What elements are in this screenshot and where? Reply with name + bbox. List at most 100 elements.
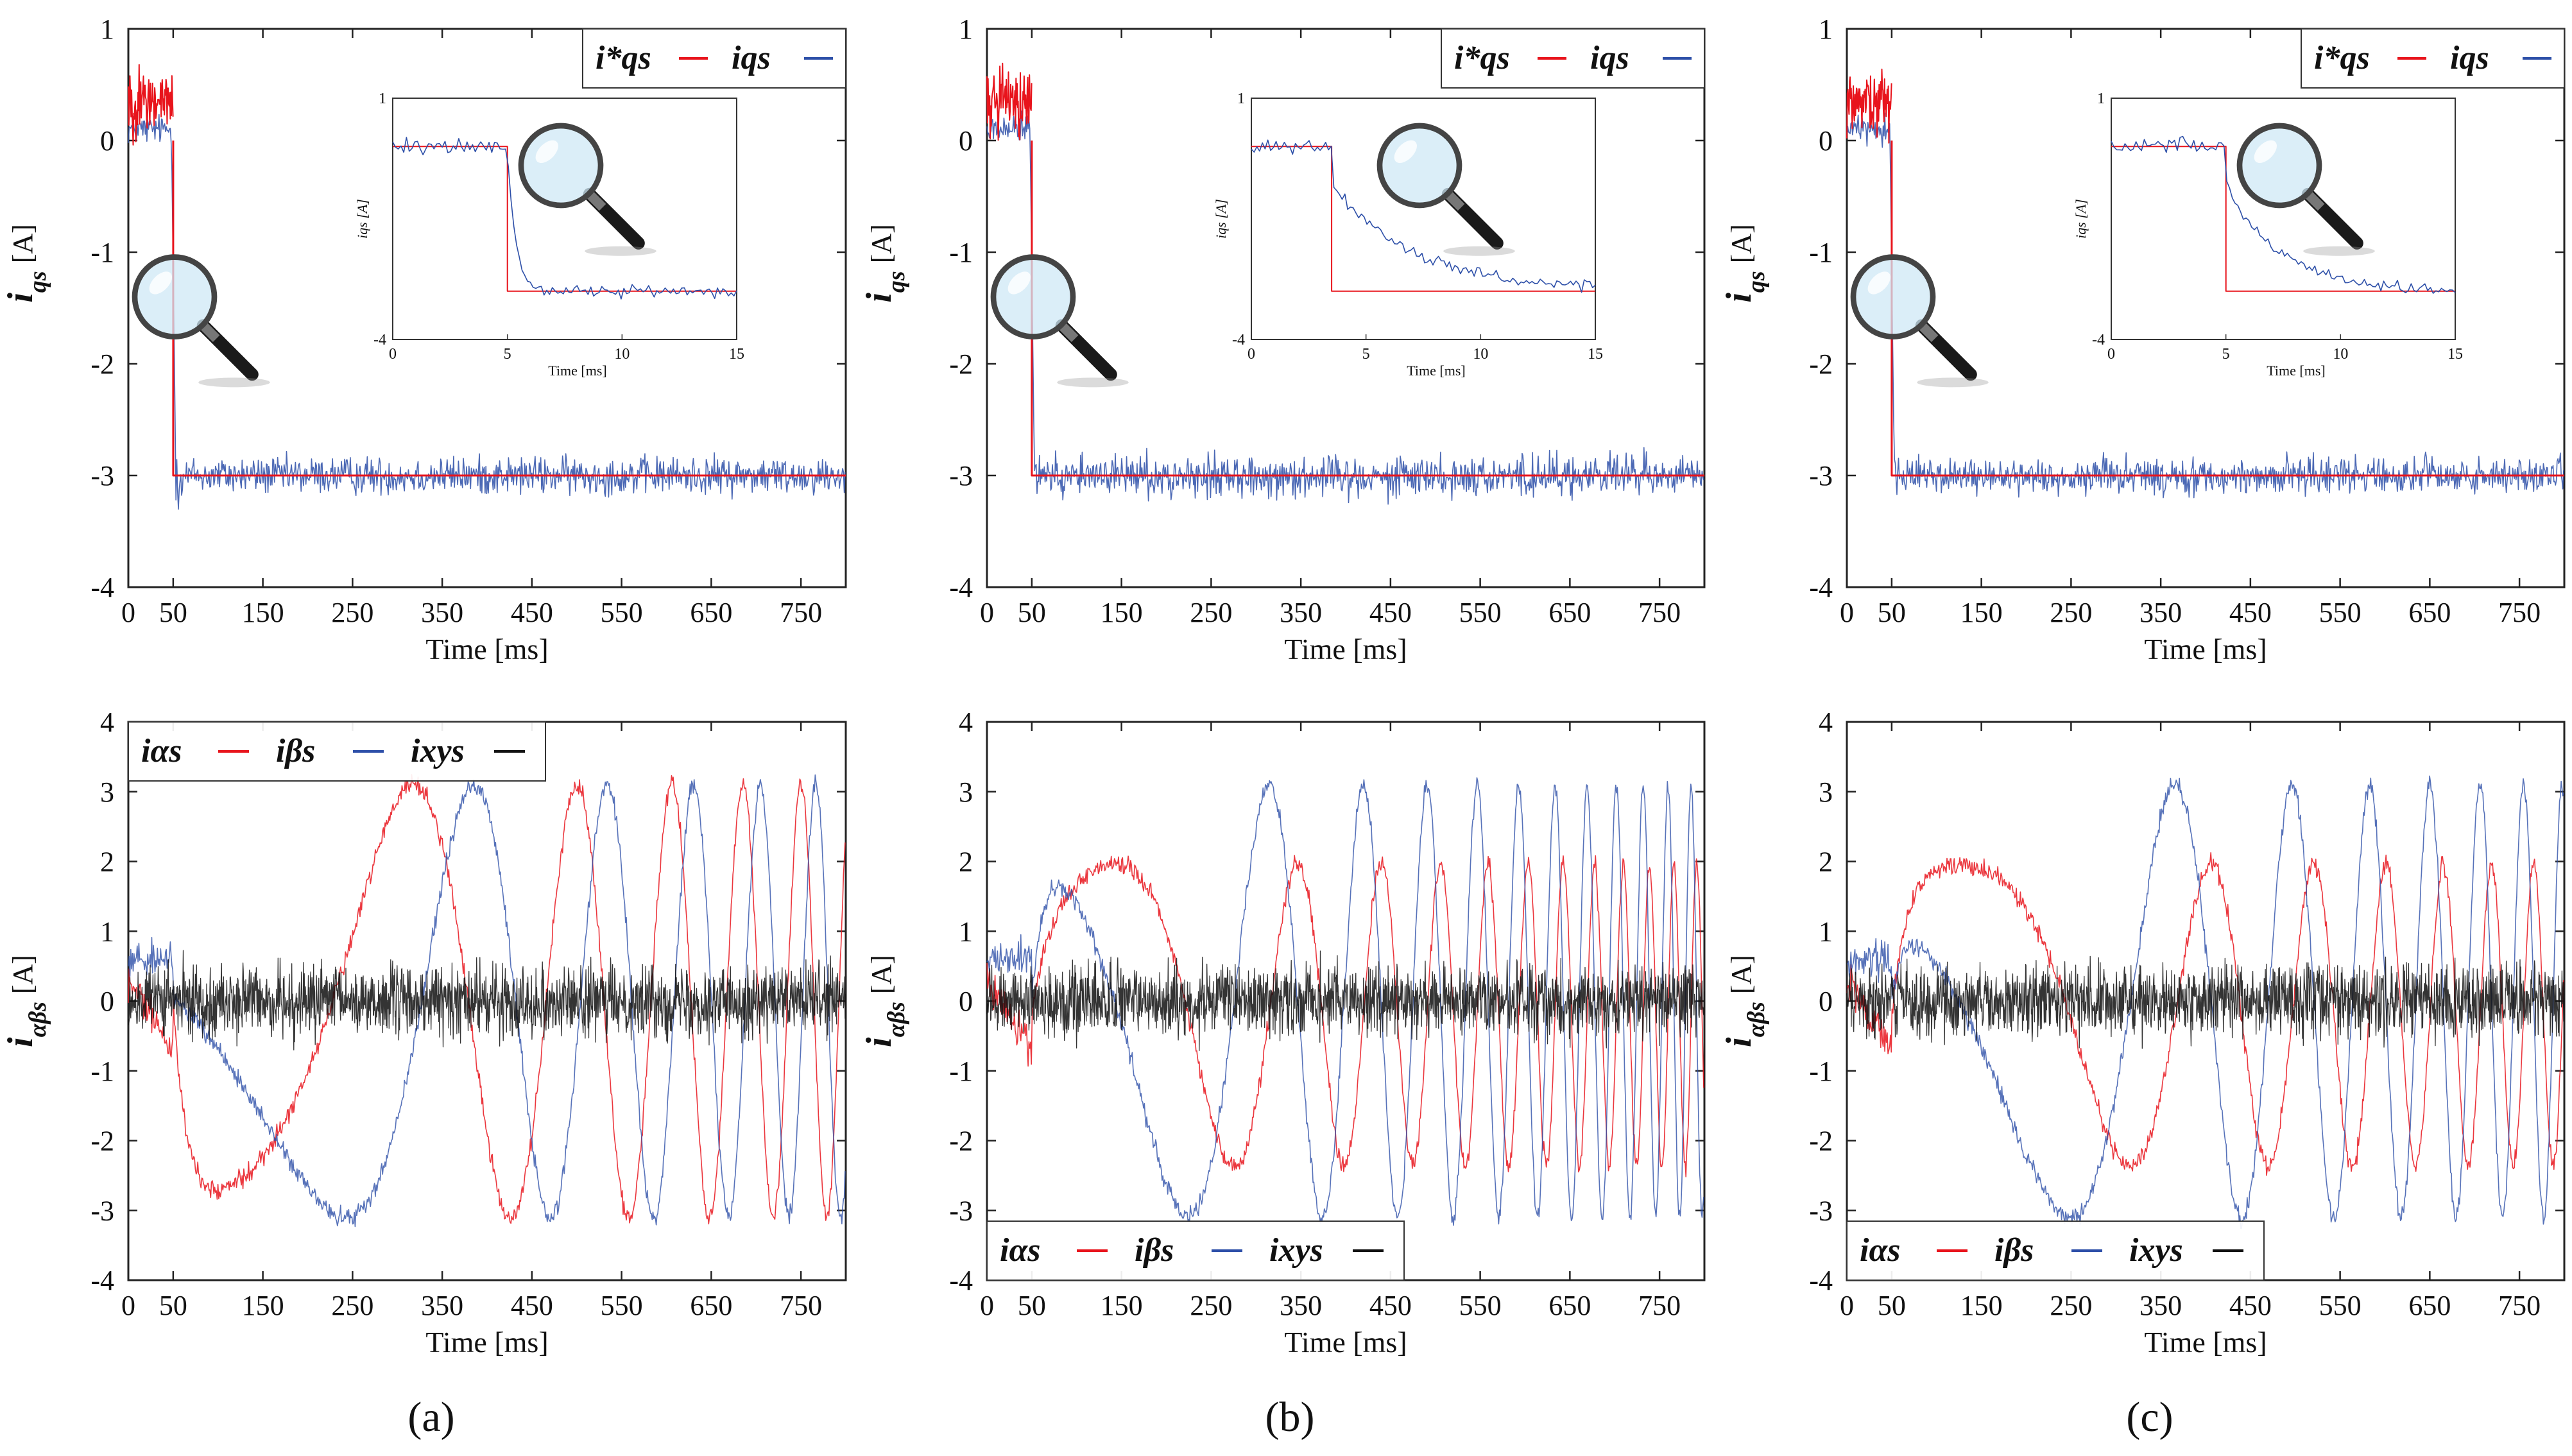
y-tick-label: 0 (959, 125, 973, 157)
x-tick-label: 650 (690, 597, 732, 628)
magnifier-glare (1007, 271, 1031, 295)
iqs-ref-noise (986, 62, 1033, 141)
inset-x-tick-label: 15 (729, 346, 744, 363)
x-axis-label: Time [ms] (1284, 633, 1407, 665)
ylabel-sub: αβs (1743, 1002, 1770, 1037)
x-tick-label: 450 (2229, 597, 2272, 628)
x-tick-label: 350 (421, 597, 463, 628)
inset-x-label: Time [ms] (2267, 363, 2325, 379)
ylabel-unit: [A] (866, 224, 897, 263)
legend-label-alpha: iαs (141, 733, 182, 769)
inset-x-label: Time [ms] (548, 363, 606, 379)
legend: iαs iβs ixys (1846, 1220, 2265, 1281)
x-tick-label: 650 (1548, 1290, 1591, 1321)
x-tick-label: 150 (1960, 1290, 2003, 1321)
magnifier-glare (1394, 140, 1417, 163)
x-tick-label: 50 (1018, 597, 1046, 628)
y-tick-label: -4 (1809, 572, 1833, 603)
y-tick-label: 2 (959, 846, 973, 878)
x-tick-label: 250 (331, 597, 373, 628)
x-tick-label: 450 (511, 597, 553, 628)
inset-ref-line (2111, 146, 2455, 292)
c-top-plot-frame (1846, 28, 2566, 588)
x-axis-label: Time [ms] (2144, 1326, 2267, 1358)
y-tick-label: -4 (1809, 1265, 1833, 1296)
inset-x-tick-label: 10 (2333, 346, 2348, 363)
x-tick-label: 750 (780, 1290, 822, 1321)
y-axis-label: iqs [A] (1719, 224, 1770, 302)
ylabel-sub: qs (883, 271, 910, 293)
y-tick-label: 2 (100, 846, 114, 878)
x-tick-label: 650 (2408, 1290, 2451, 1321)
iqs-ref-series-line (1890, 141, 2564, 477)
y-axis-label: iαβs [A] (859, 955, 910, 1047)
inset-zoom: 0 5 10 15 1 -4 Time [ms] iqs [A] (2073, 90, 2463, 379)
x-tick-label: 350 (1280, 597, 1322, 628)
ylabel-sub: αβs (883, 1002, 910, 1037)
ylabel-sub: qs (1743, 271, 1770, 293)
x-tick-label: 650 (2408, 597, 2451, 628)
inset-x-tick-label: 10 (614, 346, 630, 363)
legend: i*qs iqs (582, 28, 846, 89)
legend-box (128, 721, 546, 782)
legend: iαs iβs ixys (128, 721, 546, 782)
y-tick-label: -3 (90, 1195, 114, 1226)
x-tick-label: 0 (121, 597, 135, 628)
inset-x-label: Time [ms] (1407, 363, 1465, 379)
legend-label-beta: iβs (1135, 1232, 1174, 1269)
x-tick-label: 450 (1369, 597, 1412, 628)
x-tick-label: 0 (980, 1290, 994, 1321)
magnifier-glare (1867, 271, 1890, 295)
legend-label-ref: i*qs (596, 40, 651, 76)
x-tick-label: 450 (511, 1290, 553, 1321)
legend-label-ref: i*qs (1454, 40, 1510, 76)
y-tick-label: -3 (90, 460, 114, 492)
y-tick-label: -2 (949, 348, 973, 380)
x-tick-label: 350 (2139, 1290, 2182, 1321)
legend-label-meas: iqs (732, 40, 771, 76)
magnifier-collar (1918, 321, 1939, 342)
x-tick-label: 350 (2139, 597, 2182, 628)
legend-label-ref: i*qs (2314, 40, 2370, 76)
x-tick-label: 150 (242, 597, 284, 628)
x-tick-label: 550 (2319, 1290, 2362, 1321)
inset-y-tick-label: -4 (2092, 332, 2105, 348)
ylabel-sub: qs (24, 271, 51, 293)
y-tick-label: -2 (1809, 348, 1833, 380)
x-tick-label: 150 (1101, 597, 1143, 628)
ixy-series-line (128, 950, 846, 1050)
y-tick-label: 4 (959, 707, 973, 738)
magnifier-shadow (585, 246, 656, 256)
x-axis-label: Time [ms] (2144, 633, 2267, 665)
x-tick-label: 750 (2498, 597, 2541, 628)
x-tick-label: 0 (1840, 1290, 1854, 1321)
x-tick-label: 250 (331, 1290, 373, 1321)
y-tick-label: 0 (100, 986, 114, 1017)
y-axis-label: iqs [A] (1, 224, 51, 302)
ialpha-series-line (128, 774, 846, 1225)
ylabel-unit: [A] (866, 955, 897, 994)
y-tick-label: -3 (1809, 460, 1833, 492)
magnifier-collar (200, 321, 220, 342)
ibeta-series-line (1846, 775, 2564, 1229)
inset-x-tick-label: 5 (2222, 346, 2230, 363)
inset-x-tick-label: 5 (1362, 346, 1370, 363)
legend-label-meas: iqs (1590, 40, 1629, 76)
ylabel-main: i (1719, 293, 1759, 303)
inset-x-tick-label: 0 (389, 346, 397, 363)
magnifier-lens (2236, 123, 2322, 209)
legend-label-xy: ixys (2129, 1232, 2183, 1269)
legend-box (986, 1220, 1405, 1281)
y-tick-label: 4 (1819, 707, 1833, 738)
ylabel-main: i (1719, 1037, 1759, 1047)
x-tick-label: 550 (1459, 597, 1502, 628)
legend-label-beta: iβs (276, 733, 315, 769)
x-axis-label: Time [ms] (425, 633, 548, 665)
magnifier-collar (1445, 191, 1465, 211)
ylabel-main: i (859, 1037, 899, 1047)
y-tick-label: 2 (1819, 846, 1833, 878)
iqs-series-line (986, 110, 1704, 505)
x-tick-label: 650 (1548, 597, 1591, 628)
